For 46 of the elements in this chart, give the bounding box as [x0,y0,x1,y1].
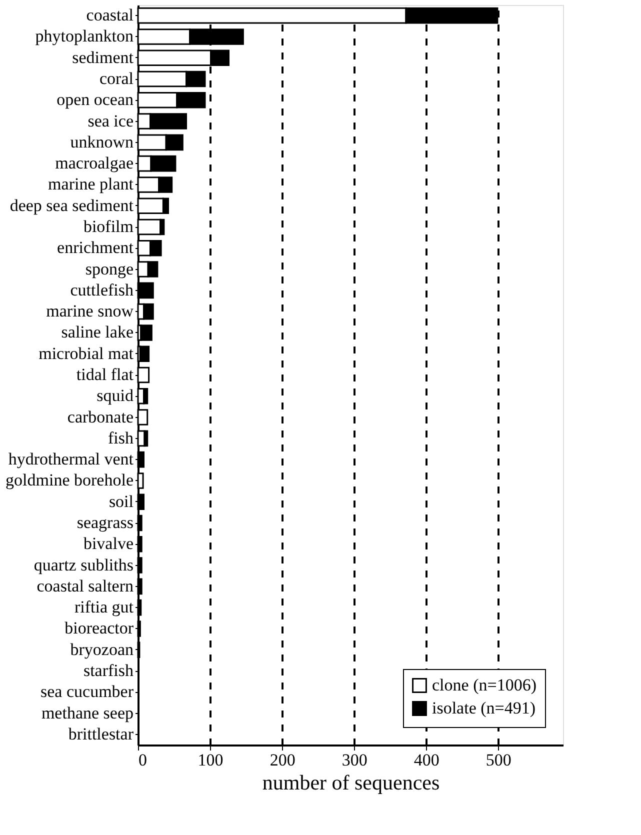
y-tick-label: soil [108,492,134,511]
y-tick-label: sea cucumber [40,682,134,702]
x-axis-title: number of sequences [262,770,440,794]
bar [139,346,150,362]
y-tick-label: unknown [70,132,134,152]
x-tick-label: 200 [270,750,296,770]
y-tick-label: sediment [72,48,134,67]
y-tick-label: coral [100,69,134,88]
y-tick-label: open ocean [56,90,134,110]
y-tick-label: squid [96,386,134,406]
y-tick-label: microbial mat [38,344,134,363]
legend-label: clone (n=1006) [432,676,536,694]
y-tick-label: riftia gut [74,598,134,617]
y-tick-label: starfish [83,661,134,680]
x-tick-label: 500 [486,750,512,770]
y-tick-label: hydrothermal vent [8,450,134,469]
y-tick-label: bivalve [83,534,134,554]
y-tick-label: sea ice [88,111,134,130]
y-tick-label: goldmine borehole [6,470,134,490]
x-tick-label: 100 [198,750,224,770]
y-tick-label: macroalgae [55,154,134,173]
y-tick-label: carbonate [67,407,134,426]
x-tick-label: 0 [138,750,147,770]
y-tick-label: coastal saltern [36,576,134,596]
y-tick-label: marine plant [48,174,134,194]
y-tick-label: seagrass [76,513,134,532]
y-tick-label: cuttlefish [70,280,134,300]
x-tick-label: 400 [414,750,440,770]
y-tick-label: bryozoan [70,640,134,659]
y-tick-label: phytoplankton [35,26,134,46]
y-tick-label: biofilm [83,217,134,236]
y-tick-label: deep sea sediment [10,196,134,215]
x-tick-label: 300 [342,750,368,770]
y-tick-label: methane seep [41,703,134,722]
y-tick-label: fish [108,428,134,448]
y-tick-label: bioreactor [64,618,134,638]
legend-label: isolate (n=491) [432,698,536,718]
y-tick-label: saline lake [61,322,134,342]
y-tick-label: enrichment [57,238,134,258]
y-tick-label: brittlestar [68,724,134,744]
y-tick-label: quartz subliths [34,555,134,574]
y-tick-label: coastal [86,6,134,25]
bar [140,324,152,341]
y-tick-label: sponge [85,259,134,278]
y-tick-label: marine snow [46,302,134,321]
y-tick-label: tidal flat [76,365,134,384]
